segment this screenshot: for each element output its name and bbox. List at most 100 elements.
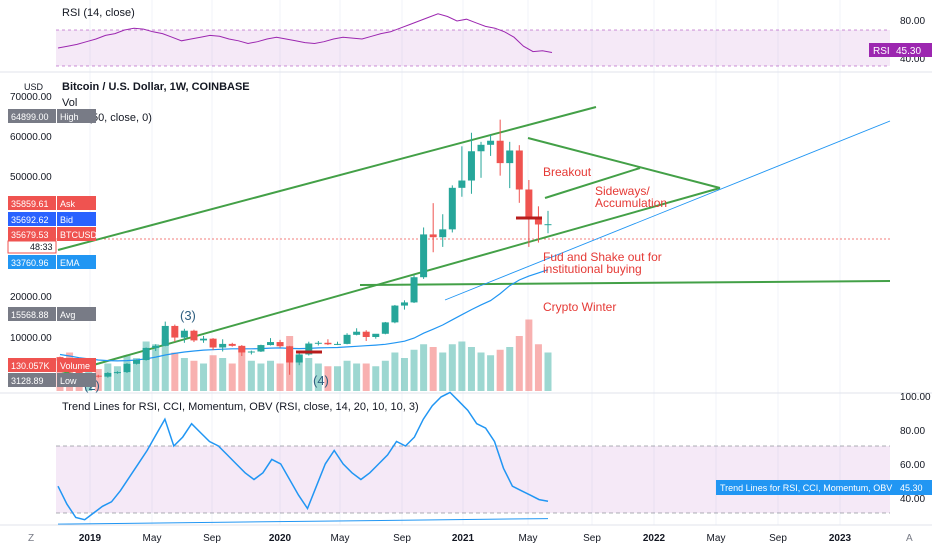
annot-winter: Crypto Winter: [543, 300, 616, 314]
candle-body: [372, 333, 380, 337]
volume-bar: [267, 360, 275, 391]
badge-value-box: [8, 255, 56, 269]
candle-body: [286, 346, 294, 363]
volume-bar: [228, 363, 236, 391]
volume-bar: [525, 319, 533, 391]
grid: [89, 0, 841, 525]
price-tick-10000: 10000.00: [10, 333, 52, 344]
candle-body: [200, 338, 208, 341]
volume-bar: [305, 358, 313, 391]
badge-value-box: [8, 358, 56, 372]
volume-bar: [152, 344, 160, 391]
volume-bar: [477, 352, 485, 391]
candle-body: [161, 325, 169, 346]
badge-value-box: [8, 212, 56, 226]
badge-label-box: [57, 373, 96, 387]
volume-bar: [219, 358, 227, 391]
time-tick: Sep: [203, 533, 221, 544]
volume-bar: [314, 363, 322, 391]
badge-label-box: [57, 255, 96, 269]
badge-label: Ask: [60, 199, 76, 209]
badge-label: Volume: [60, 361, 90, 371]
trend-support-line: [57, 518, 549, 525]
badge-label-box: [57, 212, 96, 226]
volume-bar: [276, 363, 284, 391]
time-tick: 2019: [79, 533, 102, 544]
candle-body: [333, 343, 341, 345]
trend-path: [57, 391, 549, 521]
candle-body: [94, 375, 102, 377]
candle-body: [381, 322, 389, 334]
volume-bar: [343, 360, 351, 391]
wave-label-3: (3): [180, 308, 196, 323]
volume-bar: [429, 347, 437, 391]
volume-bar: [200, 363, 208, 391]
time-tick: May: [143, 533, 162, 544]
volume-bar: [362, 363, 370, 391]
candle-body: [314, 342, 322, 344]
trend-tick-80: 80.00: [900, 426, 925, 437]
trend-title[interactable]: Trend Lines for RSI, CCI, Momentum, OBV …: [62, 401, 419, 413]
trend-line-upper[interactable]: [57, 106, 597, 251]
candle-body: [113, 372, 121, 374]
rsi-badge-label: RSI: [873, 46, 890, 57]
price-tick-60000: 60000.00: [10, 132, 52, 143]
main-title: Bitcoin / U.S. Dollar, 1W, COINBASE: [62, 81, 250, 93]
candle-body: [152, 345, 160, 348]
arrows: [296, 216, 542, 354]
volume-bar: [496, 349, 504, 391]
trend-badge-label: Trend Lines for RSI, CCI, Momentum, OBV: [720, 483, 892, 493]
volume-bar: [381, 360, 389, 391]
rsi-path: [57, 13, 553, 53]
time-tick: May: [519, 533, 538, 544]
badge-value-box: [8, 227, 56, 241]
annot-institutional: institutional buying: [543, 262, 642, 276]
candle-body: [180, 330, 188, 338]
volume-bar: [353, 363, 361, 391]
candle-body: [515, 150, 523, 190]
rsi-badge-value: 45.30: [896, 46, 921, 57]
candle-body: [525, 189, 533, 219]
badge-label: Low: [60, 376, 77, 386]
rsi-title[interactable]: RSI (14, close): [62, 7, 135, 19]
volume-bar: [123, 355, 131, 391]
auto-scale-icon[interactable]: A: [906, 533, 913, 544]
rsi-band: [56, 30, 890, 66]
candle-body: [353, 331, 361, 335]
trend-line-breakout[interactable]: [544, 167, 641, 199]
candle-body: [467, 151, 475, 181]
timezone-icon[interactable]: Z: [28, 533, 34, 544]
volume-bar: [448, 344, 456, 391]
candle-body: [247, 351, 255, 353]
volume-bar: [333, 366, 341, 391]
blue-trend-line[interactable]: [444, 120, 891, 301]
candle-body: [257, 345, 265, 352]
volume-bar: [113, 366, 121, 391]
currency-label[interactable]: USD: [24, 82, 44, 92]
volume-bar: [420, 344, 428, 391]
rsi-tick-40: 40.00: [900, 54, 925, 65]
trend-pane: Trend Lines for RSI, CCI, Momentum, OBV …: [56, 391, 932, 525]
support-line[interactable]: [359, 280, 891, 286]
wave-label-4: (4): [313, 373, 329, 388]
candle-body: [448, 187, 456, 230]
time-tick: Sep: [583, 533, 601, 544]
trend-band: [56, 446, 890, 513]
volume-bar: [544, 352, 552, 391]
trend-line-descending[interactable]: [527, 137, 721, 189]
time-tick: Sep: [393, 533, 411, 544]
ema-path: [59, 269, 549, 362]
volume-bar: [534, 344, 542, 391]
candle-body: [410, 277, 418, 303]
candle-body: [104, 372, 112, 377]
candle-body: [238, 345, 246, 353]
badge-label-box: [57, 109, 96, 123]
badge-label: EMA: [60, 258, 80, 268]
badge-value: 15568.88: [11, 310, 49, 320]
candle-body: [228, 343, 236, 346]
time-axis: 2019 May Sep 2020 May Sep 2021 May Sep 2022 May Sep…: [79, 533, 852, 544]
rsi-line: [57, 13, 553, 53]
indicator-vol[interactable]: Vol: [62, 97, 77, 109]
candle-body: [142, 347, 150, 361]
candle-body: [209, 338, 217, 348]
